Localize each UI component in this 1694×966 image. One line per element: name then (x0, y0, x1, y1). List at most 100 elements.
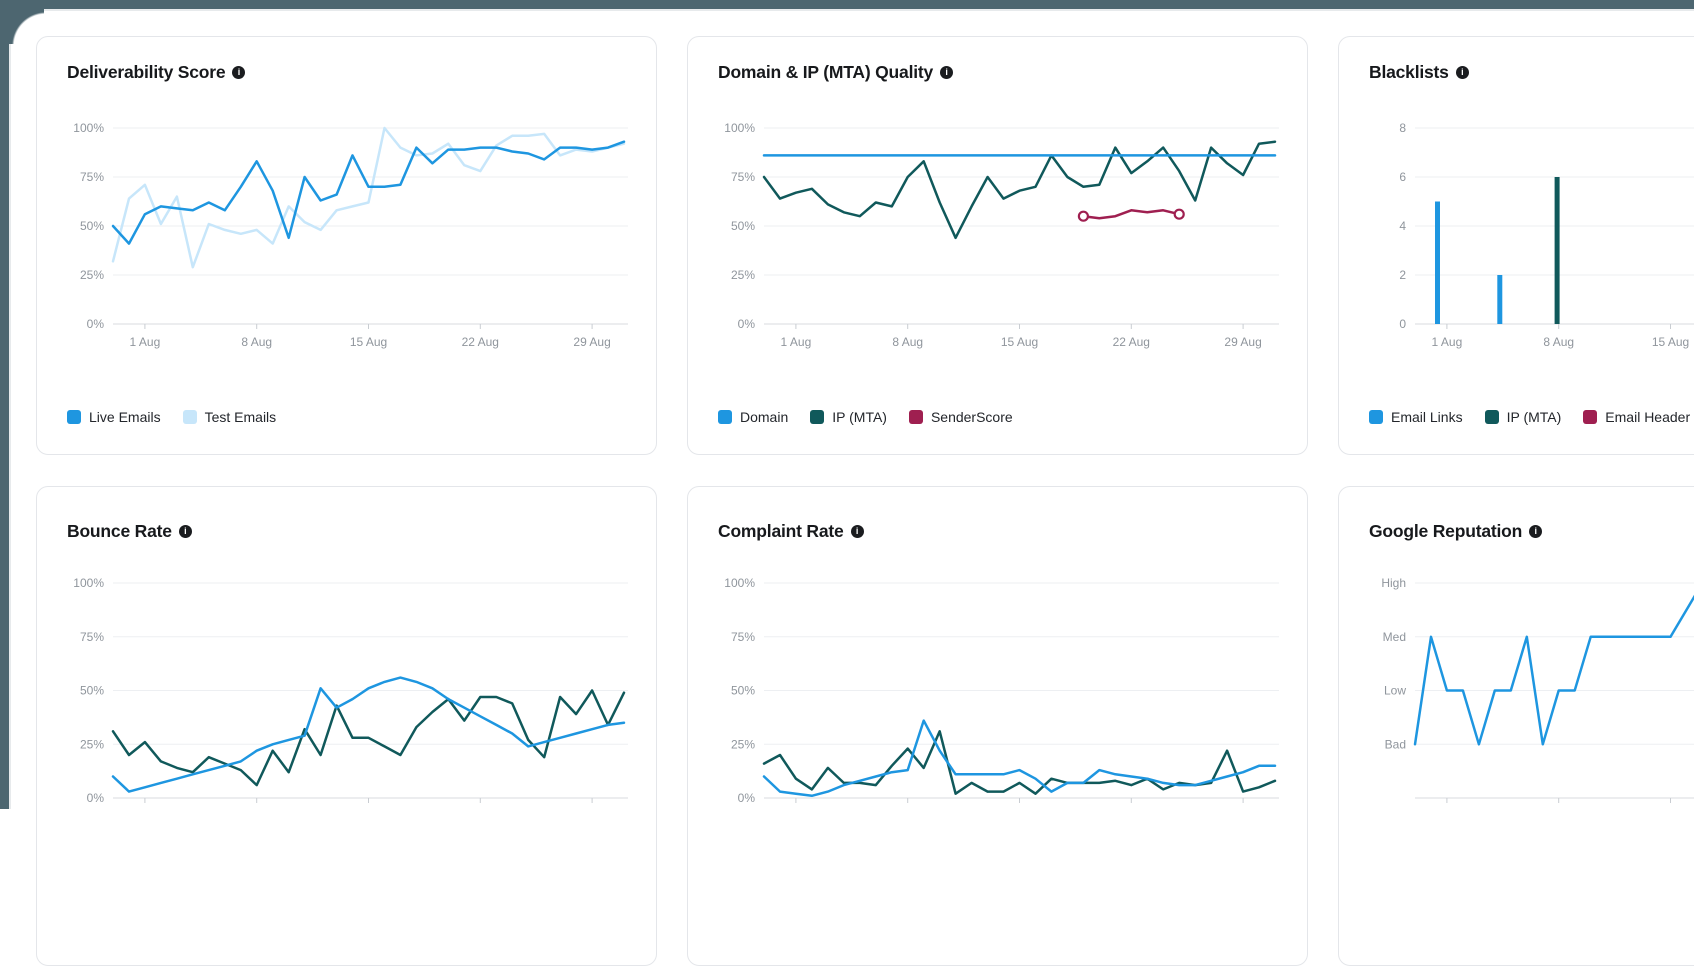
legend-item: Email Links (1369, 409, 1463, 425)
legend-swatch (909, 410, 923, 424)
card-blacklists: Blacklists i 8 6 4 2 0 1 Aug 8 Aug 15 Aug Email … (1338, 36, 1694, 455)
card-title: Complaint Rate i (718, 520, 1277, 542)
svg-text:1 Aug: 1 Aug (1432, 335, 1463, 349)
legend-label: Test Emails (205, 409, 277, 425)
info-icon[interactable]: i (940, 66, 953, 79)
legend-swatch (1583, 410, 1597, 424)
svg-text:0%: 0% (738, 317, 756, 331)
blacklists-chart: 8 6 4 2 0 1 Aug 8 Aug 15 Aug (1369, 118, 1694, 364)
svg-text:8 Aug: 8 Aug (892, 335, 923, 349)
svg-text:50%: 50% (731, 684, 755, 698)
svg-text:100%: 100% (73, 121, 104, 135)
info-icon[interactable]: i (1529, 525, 1542, 538)
legend-item: Live Emails (67, 409, 161, 425)
card-title: Deliverability Score i (67, 61, 626, 83)
svg-text:6: 6 (1399, 170, 1406, 184)
svg-text:15 Aug: 15 Aug (1652, 335, 1689, 349)
legend-item: IP (MTA) (1485, 409, 1562, 425)
legend-item: Domain (718, 409, 788, 425)
legend-label: Email Links (1391, 409, 1463, 425)
info-icon[interactable]: i (1456, 66, 1469, 79)
legend-label: IP (MTA) (1507, 409, 1562, 425)
svg-text:High: High (1381, 576, 1406, 590)
window-left-edge (0, 44, 11, 809)
legend-label: Live Emails (89, 409, 161, 425)
svg-text:25%: 25% (80, 737, 104, 751)
info-icon[interactable]: i (179, 525, 192, 538)
svg-text:Low: Low (1384, 684, 1406, 698)
chart-legend: Live Emails Test Emails (67, 409, 626, 425)
legend-item: Email Header (1583, 409, 1690, 425)
legend-label: SenderScore (931, 409, 1013, 425)
info-icon[interactable]: i (232, 66, 245, 79)
svg-text:100%: 100% (724, 121, 755, 135)
card-title: Bounce Rate i (67, 520, 626, 542)
dashboard-page: Deliverability Score i 100% 75% 50% 25% 0% 1 A… (11, 11, 1694, 966)
card-title-text: Bounce Rate (67, 520, 172, 542)
charts-row-1: Deliverability Score i 100% 75% 50% 25% 0% 1 A… (36, 36, 1694, 455)
svg-text:25%: 25% (80, 268, 104, 282)
card-title-text: Deliverability Score (67, 61, 225, 83)
window-corner (0, 0, 44, 44)
svg-text:Bad: Bad (1385, 737, 1406, 751)
legend-label: Domain (740, 409, 788, 425)
svg-text:22 Aug: 22 Aug (462, 335, 499, 349)
svg-text:8 Aug: 8 Aug (1543, 335, 1574, 349)
window-top-edge (44, 0, 1694, 11)
svg-text:4: 4 (1399, 219, 1406, 233)
svg-text:0%: 0% (87, 317, 105, 331)
svg-text:29 Aug: 29 Aug (573, 335, 610, 349)
legend-swatch (1369, 410, 1383, 424)
svg-text:50%: 50% (80, 684, 104, 698)
legend-label: IP (MTA) (832, 409, 887, 425)
svg-text:Med: Med (1383, 630, 1406, 644)
svg-text:29 Aug: 29 Aug (1224, 335, 1261, 349)
svg-text:0%: 0% (738, 791, 756, 805)
card-domain-ip-quality: Domain & IP (MTA) Quality i 100% 75% 50% 25%… (687, 36, 1308, 455)
svg-text:1 Aug: 1 Aug (781, 335, 812, 349)
card-title-text: Domain & IP (MTA) Quality (718, 61, 933, 83)
card-title: Blacklists i (1369, 61, 1694, 83)
svg-text:2: 2 (1399, 268, 1406, 282)
svg-text:75%: 75% (80, 630, 104, 644)
card-bounce-rate: Bounce Rate i 100% 75% 50% 25% 0% (36, 486, 657, 966)
charts-row-2: Bounce Rate i 100% 75% 50% 25% 0% Complaint R… (36, 486, 1694, 966)
svg-text:25%: 25% (731, 737, 755, 751)
card-title: Google Reputation i (1369, 520, 1694, 542)
legend-swatch (183, 410, 197, 424)
legend-swatch (1485, 410, 1499, 424)
legend-item: SenderScore (909, 409, 1013, 425)
legend-label: Email Header (1605, 409, 1690, 425)
legend-swatch (810, 410, 824, 424)
svg-text:50%: 50% (80, 219, 104, 233)
svg-text:8 Aug: 8 Aug (241, 335, 272, 349)
legend-item: Test Emails (183, 409, 277, 425)
card-title-text: Complaint Rate (718, 520, 844, 542)
svg-text:22 Aug: 22 Aug (1113, 335, 1150, 349)
complaint-rate-chart: 100%75%50%25%0% (718, 573, 1279, 819)
card-title-text: Google Reputation (1369, 520, 1522, 542)
chart-legend: Domain IP (MTA) SenderScore (718, 409, 1277, 425)
svg-text:100%: 100% (724, 576, 755, 590)
svg-text:0%: 0% (87, 791, 105, 805)
bounce-rate-chart: 100% 75% 50% 25% 0% (67, 573, 628, 819)
card-google-reputation: Google Reputation i High Med Low Bad (1338, 486, 1694, 966)
svg-text:25%: 25% (731, 268, 755, 282)
svg-text:8: 8 (1399, 121, 1406, 135)
card-title: Domain & IP (MTA) Quality i (718, 61, 1277, 83)
info-icon[interactable]: i (851, 525, 864, 538)
svg-text:15 Aug: 15 Aug (350, 335, 387, 349)
legend-item: IP (MTA) (810, 409, 887, 425)
svg-text:0: 0 (1399, 317, 1406, 331)
legend-swatch (718, 410, 732, 424)
svg-text:75%: 75% (80, 170, 104, 184)
svg-text:75%: 75% (731, 170, 755, 184)
svg-text:100%: 100% (73, 576, 104, 590)
legend-swatch (67, 410, 81, 424)
svg-text:50%: 50% (731, 219, 755, 233)
card-title-text: Blacklists (1369, 61, 1449, 83)
